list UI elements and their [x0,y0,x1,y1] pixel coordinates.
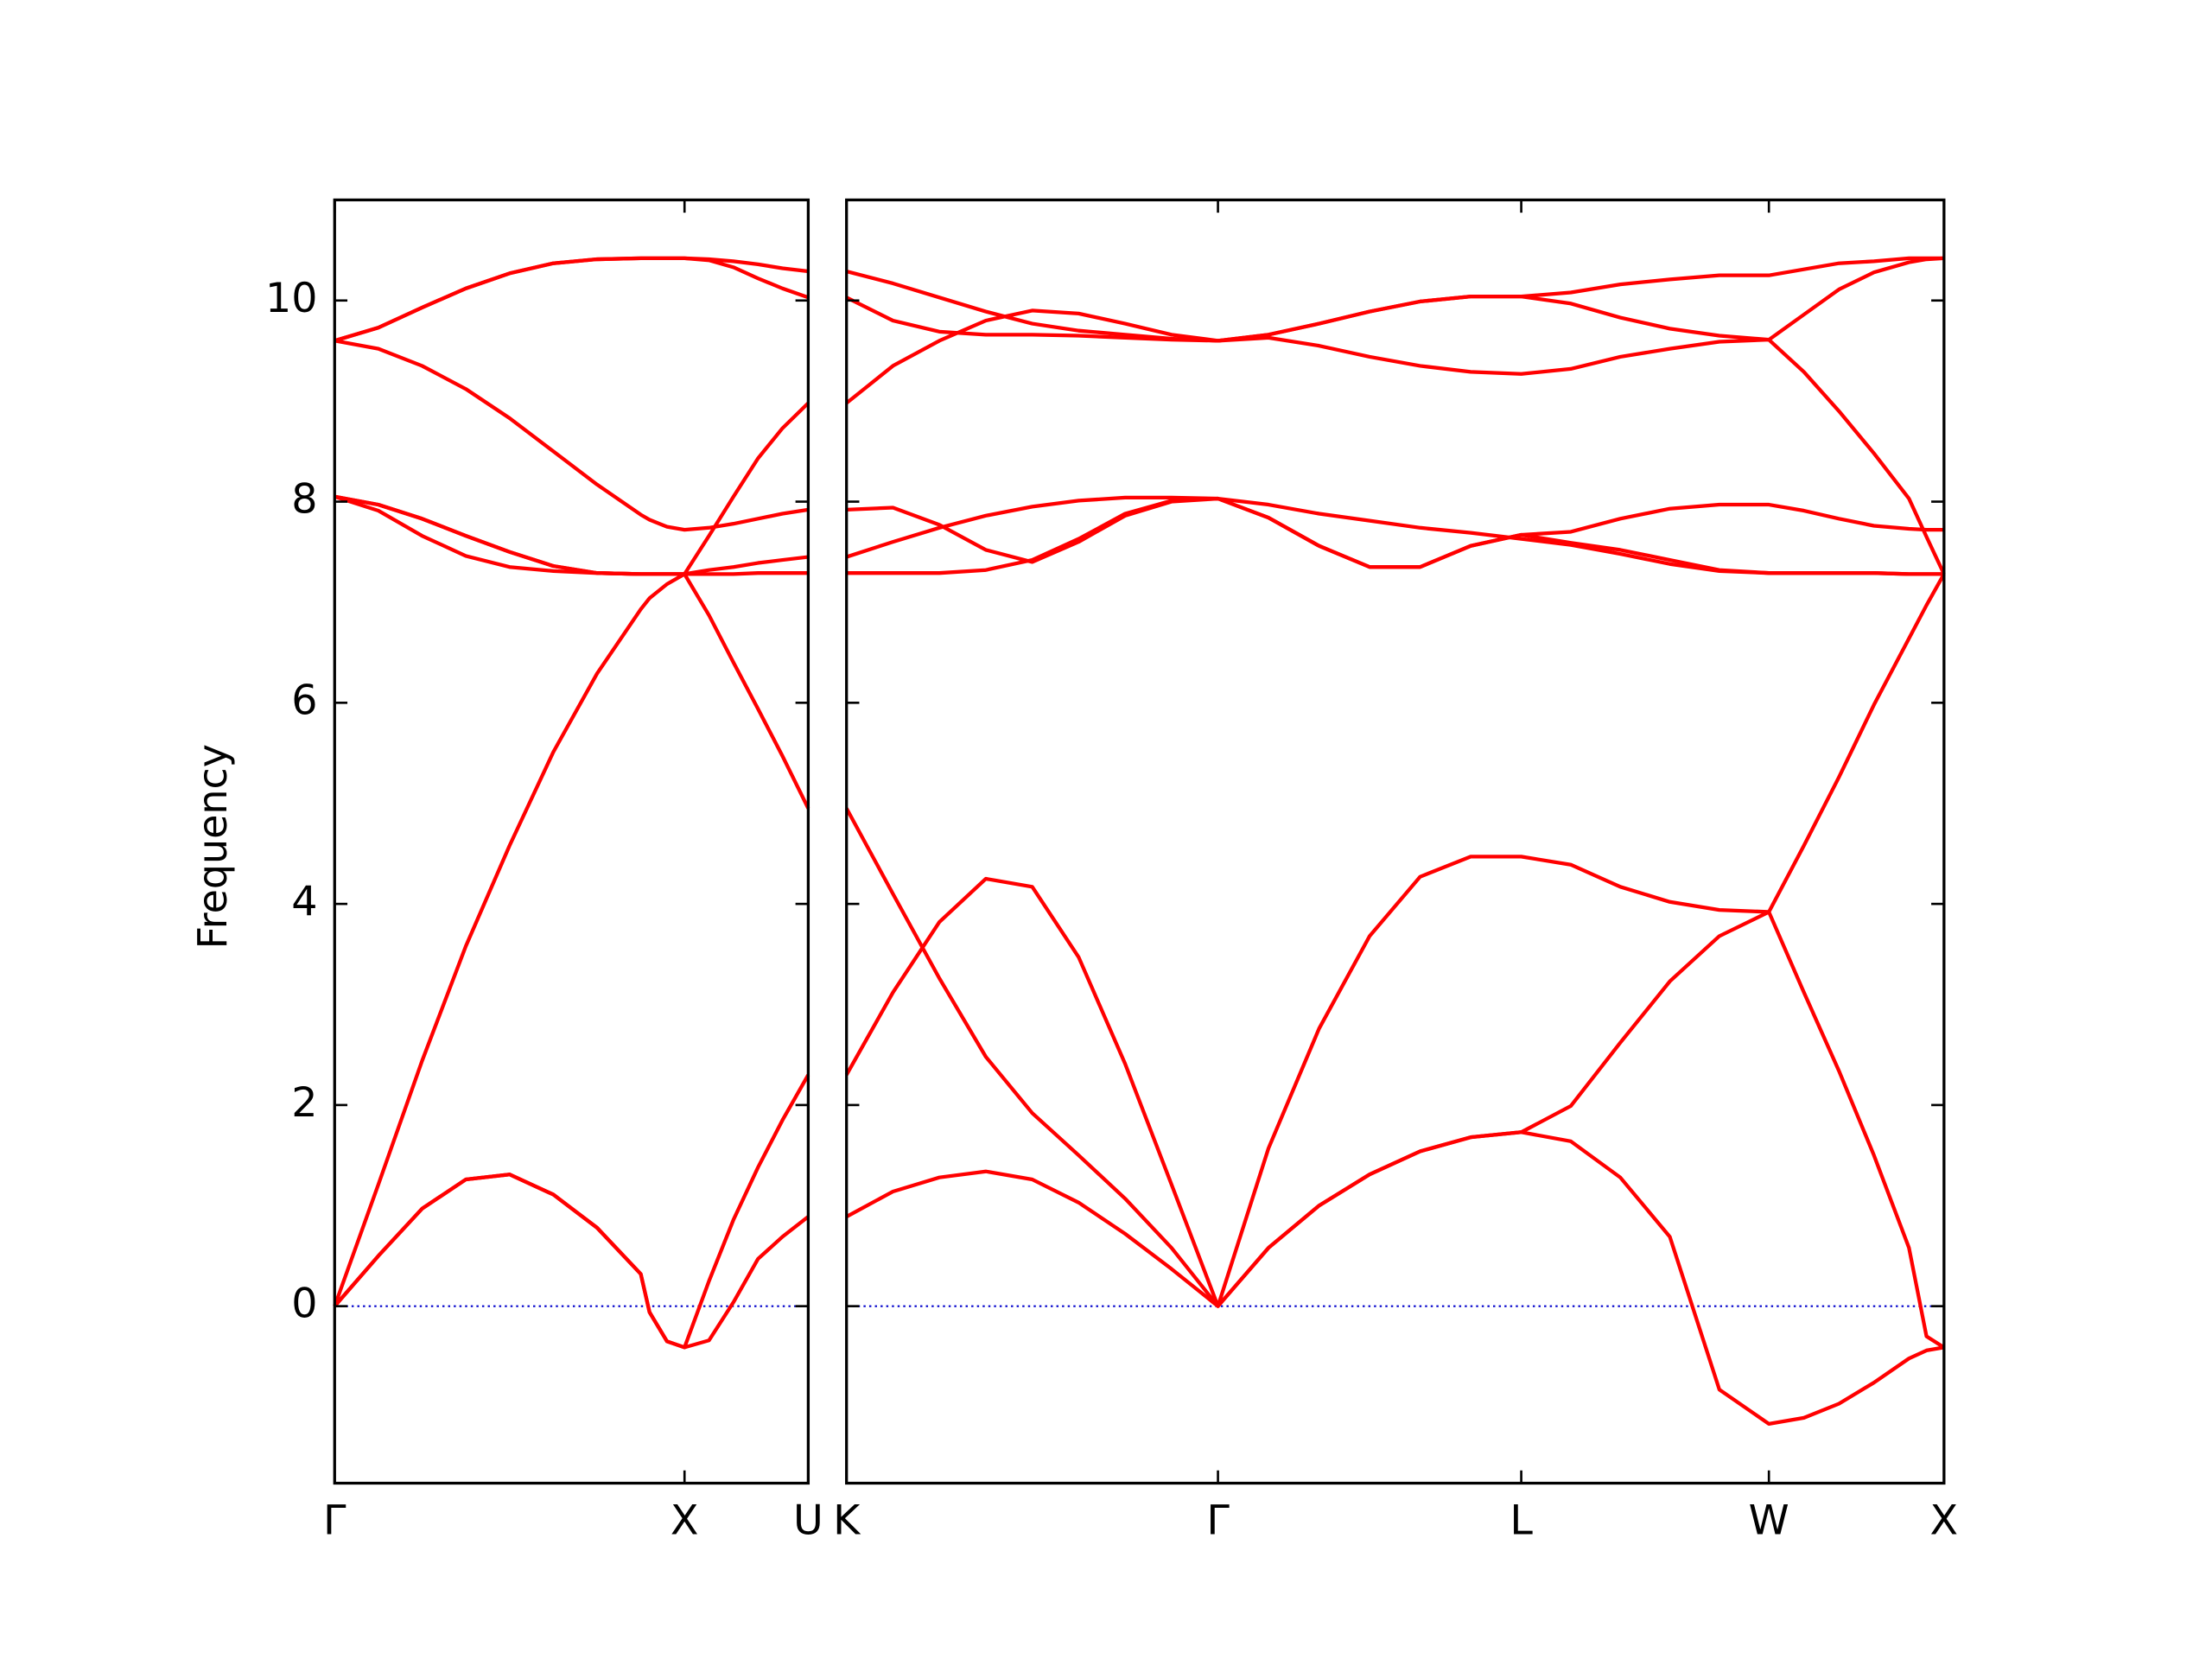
x-tick-label: Γ [1206,1497,1230,1544]
band-line [334,494,809,576]
band-line [334,256,810,343]
y-tick-label: 8 [291,476,317,524]
band-line [846,256,1944,343]
band-line [333,1073,810,1350]
band-line [844,855,1945,1350]
y-tick-label: 4 [291,878,317,925]
band-line [333,401,810,1307]
x-tick-label: K [833,1497,861,1544]
y-tick-label: 0 [291,1281,317,1328]
x-tick-label: L [1510,1497,1533,1544]
band-line [334,494,810,810]
band-line [846,495,1944,576]
y-tick-label: 6 [291,677,317,724]
y-tick-label: 2 [291,1079,317,1127]
x-tick-label: W [1749,1497,1789,1544]
y-axis-label: Frequency [189,744,236,949]
x-tick-label: Γ [323,1497,346,1544]
band-line [334,494,809,576]
band-line [333,1173,810,1350]
x-tick-label: U [793,1497,823,1544]
plot-frame [333,198,810,1485]
y-tick-label: 10 [265,275,318,322]
plot-frame [845,198,1946,1485]
band-line [334,339,809,532]
x-tick-label: X [671,1497,699,1544]
x-tick-label: X [1930,1497,1959,1544]
band-line [844,807,1945,1426]
band-line [845,296,1946,575]
